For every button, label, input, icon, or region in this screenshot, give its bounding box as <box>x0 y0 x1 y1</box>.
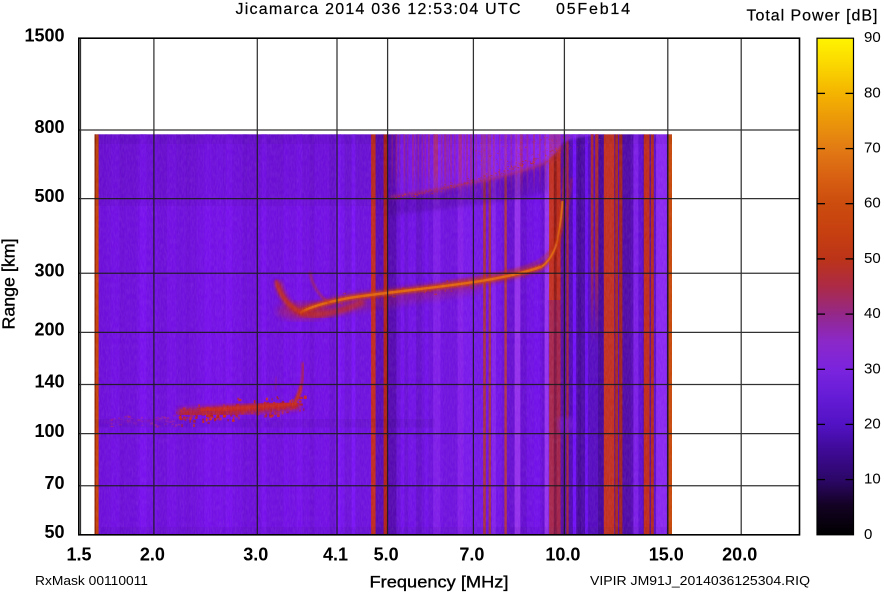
svg-text:2.0: 2.0 <box>140 545 165 565</box>
svg-text:50: 50 <box>864 250 881 267</box>
svg-text:80: 80 <box>864 84 881 101</box>
svg-text:500: 500 <box>34 186 64 206</box>
svg-text:0: 0 <box>864 526 872 543</box>
svg-text:20: 20 <box>864 415 881 432</box>
svg-text:70: 70 <box>44 473 64 493</box>
svg-text:40: 40 <box>864 305 881 322</box>
svg-text:Range [km]: Range [km] <box>0 239 19 330</box>
svg-text:90: 90 <box>864 29 881 46</box>
svg-text:20.0: 20.0 <box>722 545 757 565</box>
svg-text:3.0: 3.0 <box>243 545 268 565</box>
svg-text:Total Power [dB]: Total Power [dB] <box>747 8 878 25</box>
svg-text:1500: 1500 <box>24 25 64 45</box>
svg-text:300: 300 <box>34 260 64 280</box>
svg-text:50: 50 <box>44 522 64 542</box>
svg-text:800: 800 <box>34 117 64 137</box>
svg-text:10.0: 10.0 <box>545 545 580 565</box>
svg-text:200: 200 <box>34 320 64 340</box>
svg-text:05Feb14: 05Feb14 <box>556 1 630 18</box>
svg-text:VIPIR JM91J_2014036125304.RIQ: VIPIR JM91J_2014036125304.RIQ <box>590 573 810 588</box>
svg-text:60: 60 <box>864 195 881 212</box>
svg-text:140: 140 <box>34 372 64 392</box>
svg-text:1.5: 1.5 <box>66 545 91 565</box>
svg-text:70: 70 <box>864 140 881 157</box>
svg-text:Frequency [MHz]: Frequency [MHz] <box>370 574 509 592</box>
svg-text:15.0: 15.0 <box>649 545 684 565</box>
svg-text:100: 100 <box>34 421 64 441</box>
svg-text:30: 30 <box>864 360 881 377</box>
svg-text:4.1: 4.1 <box>323 545 348 565</box>
svg-text:RxMask 00110011: RxMask 00110011 <box>35 573 148 588</box>
svg-text:5.0: 5.0 <box>374 545 399 565</box>
svg-text:Jicamarca 2014 036 12:53:04 UT: Jicamarca 2014 036 12:53:04 UTC <box>236 1 521 18</box>
svg-text:7.0: 7.0 <box>459 545 484 565</box>
svg-text:10: 10 <box>864 471 881 488</box>
